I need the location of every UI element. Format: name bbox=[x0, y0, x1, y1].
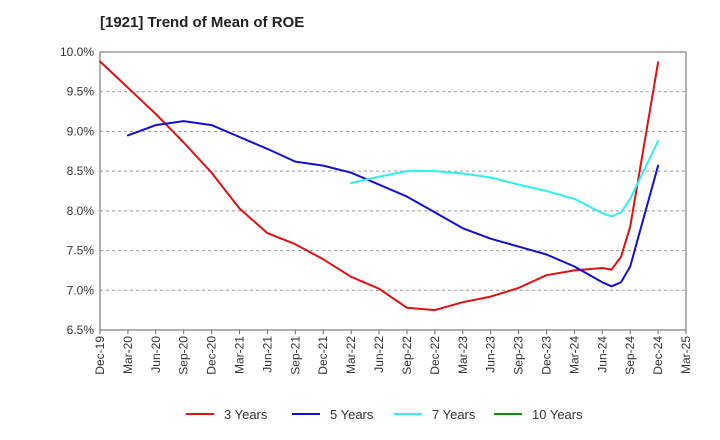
x-tick-label: Mar-24 bbox=[567, 336, 581, 374]
chart-title: [1921] Trend of Mean of ROE bbox=[100, 14, 305, 31]
y-tick-label: 10.0% bbox=[60, 45, 94, 59]
x-tick-label: Dec-19 bbox=[93, 336, 107, 375]
plot-frame bbox=[99, 51, 687, 331]
x-tick-label: Dec-21 bbox=[316, 336, 330, 375]
y-tick-label: 9.0% bbox=[67, 124, 95, 138]
x-tick-label: Dec-23 bbox=[539, 336, 553, 375]
legend-label: 3 Years bbox=[224, 407, 268, 422]
x-tick-label: Sep-20 bbox=[177, 336, 191, 375]
x-tick-label: Jun-24 bbox=[595, 336, 609, 373]
x-tick-label: Mar-22 bbox=[344, 336, 358, 374]
x-tick-label: Jun-20 bbox=[149, 336, 163, 373]
x-tick-label: Mar-25 bbox=[679, 336, 693, 374]
x-tick-label: Mar-20 bbox=[121, 336, 135, 374]
x-tick-label: Mar-23 bbox=[456, 336, 470, 374]
x-tick-label: Jun-21 bbox=[260, 336, 274, 373]
x-tick-label: Mar-21 bbox=[233, 336, 247, 374]
x-tick-label: Sep-22 bbox=[400, 336, 414, 375]
legend-label: 10 Years bbox=[532, 407, 583, 422]
x-tick-label: Jun-23 bbox=[484, 336, 498, 373]
y-tick-label: 8.0% bbox=[67, 204, 95, 218]
y-tick-label: 9.5% bbox=[67, 85, 95, 99]
x-tick-label: Dec-24 bbox=[651, 336, 665, 375]
series-line bbox=[99, 60, 660, 312]
y-tick-label: 8.5% bbox=[67, 164, 95, 178]
x-tick-label: Sep-23 bbox=[512, 336, 526, 375]
legend-label: 7 Years bbox=[432, 407, 476, 422]
x-tick-label: Jun-22 bbox=[372, 336, 386, 373]
x-tick-label: Dec-22 bbox=[428, 336, 442, 375]
y-tick-label: 6.5% bbox=[67, 323, 95, 337]
y-tick-label: 7.5% bbox=[67, 244, 95, 258]
series-line bbox=[350, 140, 660, 218]
legend-label: 5 Years bbox=[330, 407, 374, 422]
x-tick-label: Sep-24 bbox=[623, 336, 637, 375]
x-tick-label: Sep-21 bbox=[288, 336, 302, 375]
series-line bbox=[126, 120, 660, 288]
y-tick-label: 7.0% bbox=[67, 283, 95, 297]
x-tick-label: Dec-20 bbox=[205, 336, 219, 375]
